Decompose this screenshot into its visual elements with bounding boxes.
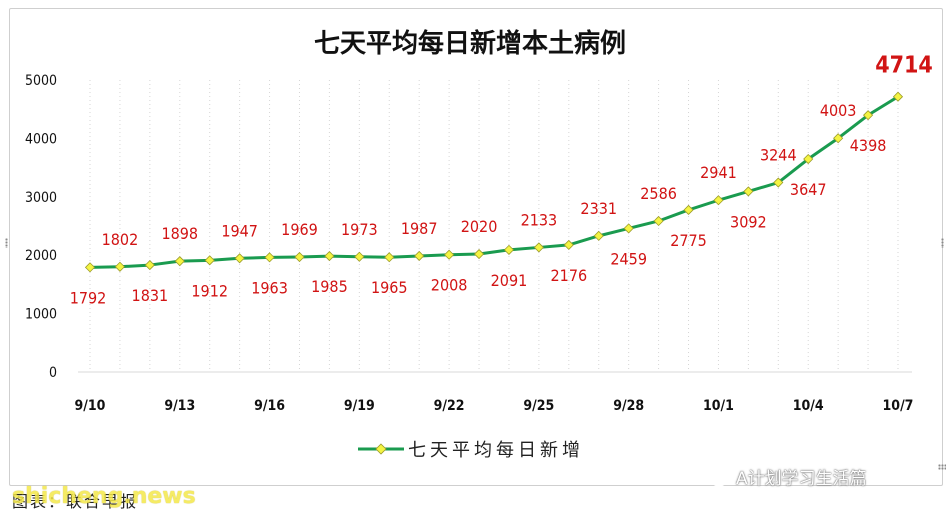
data-label: 1831: [132, 286, 169, 305]
x-tick-label: 9/25: [523, 398, 554, 414]
data-label: 1947: [221, 221, 258, 240]
data-label: 1912: [191, 281, 228, 300]
data-point: [892, 91, 904, 102]
data-point: [144, 260, 155, 271]
resize-handle-left[interactable]: [5, 238, 8, 248]
data-point: [653, 215, 664, 227]
data-label: 4003: [820, 101, 857, 120]
data-point: [623, 223, 634, 234]
data-label: 1802: [102, 230, 139, 249]
x-axis: 9/10 9/13 9/16 9/19 9/22 9/25 9/28 10/1 10/4 10/7: [75, 398, 914, 414]
chart-frame: [9, 8, 943, 486]
data-point: [473, 248, 485, 260]
data-point: [563, 239, 574, 250]
data-point: [174, 256, 185, 267]
x-tick-label: 10/1: [703, 398, 734, 414]
data-label: 1898: [161, 224, 198, 243]
data-point: [503, 244, 515, 255]
x-tick-label: 10/7: [883, 398, 914, 414]
data-point: [713, 195, 724, 206]
y-tick-label: 2000: [25, 248, 57, 264]
legend: 七天平均每日新增: [358, 440, 584, 461]
data-point: [803, 153, 814, 165]
resize-handle-bottom-right[interactable]: [938, 464, 946, 470]
data-label: 1987: [401, 219, 438, 238]
x-tick-label: 9/16: [254, 398, 285, 414]
data-label: 2941: [700, 163, 737, 182]
data-label: 4714: [875, 53, 933, 79]
data-point: [773, 177, 784, 188]
x-tick-label: 9/19: [344, 398, 375, 414]
data-label: 1973: [341, 220, 378, 239]
data-label: 1985: [311, 277, 348, 296]
legend-marker: [375, 443, 387, 455]
data-point: [414, 250, 425, 262]
data-label: 1792: [70, 288, 107, 307]
data-point: [324, 251, 335, 262]
data-label: 3092: [730, 212, 767, 231]
data-point: [354, 251, 365, 262]
y-tick-label: 4000: [25, 131, 57, 147]
data-label: 2176: [551, 266, 588, 285]
x-tick-label: 9/10: [75, 398, 106, 414]
data-labels: 1792 1802 1831 1898 1912 1947 1963 1969 1985 1973…: [70, 53, 933, 308]
data-label: 3244: [760, 146, 797, 165]
chart-title: 七天平均每日新增本土病例: [314, 28, 626, 59]
wechat-icon: [701, 465, 728, 486]
data-point: [384, 252, 395, 263]
wechat-badge: A计划学习生活篇: [700, 464, 867, 489]
data-point: [593, 230, 604, 241]
data-label: 2133: [521, 210, 558, 229]
data-point: [743, 186, 754, 197]
y-tick-label: 0: [49, 365, 57, 381]
source-caption: 图表：联合早报: [12, 492, 139, 511]
legend-label: 七天平均每日新增: [408, 440, 584, 461]
data-point: [863, 110, 874, 121]
y-axis: 0 1000 2000 3000 4000 5000: [25, 73, 57, 381]
series-markers: [84, 91, 904, 273]
data-label: 2459: [610, 249, 647, 268]
data-point: [294, 251, 305, 263]
data-point: [533, 242, 544, 253]
series-path: [89, 95, 899, 269]
data-point: [264, 252, 275, 263]
data-label: 1965: [371, 278, 408, 297]
series-line: [89, 95, 899, 269]
data-label: 1969: [281, 220, 318, 239]
vertical-gridlines: [89, 80, 899, 372]
x-tick-label: 10/4: [793, 398, 824, 414]
wechat-account-name: A计划学习生活篇: [736, 469, 867, 489]
data-point: [204, 255, 215, 266]
data-label: 4398: [850, 136, 887, 155]
resize-handle-right[interactable]: [941, 238, 944, 248]
data-label: 2008: [431, 276, 468, 295]
watermark-text: shicheng.news: [12, 484, 196, 509]
data-label: 2586: [640, 184, 677, 203]
data-point: [444, 249, 455, 260]
data-label: 2331: [580, 199, 617, 218]
y-tick-label: 5000: [25, 73, 57, 89]
data-label: 3647: [790, 180, 827, 199]
data-point: [683, 204, 694, 216]
data-point: [833, 133, 844, 144]
y-tick-label: 3000: [25, 190, 57, 206]
data-label: 2091: [491, 271, 528, 290]
data-point: [114, 261, 125, 272]
data-point: [234, 253, 245, 264]
x-tick-label: 9/22: [434, 398, 465, 414]
y-tick-label: 1000: [25, 307, 57, 323]
data-point: [84, 262, 96, 273]
data-label: 2020: [461, 217, 498, 236]
data-label: 2775: [670, 231, 707, 250]
data-label: 1963: [251, 278, 288, 297]
x-tick-label: 9/28: [613, 398, 644, 414]
x-tick-label: 9/13: [164, 398, 195, 414]
